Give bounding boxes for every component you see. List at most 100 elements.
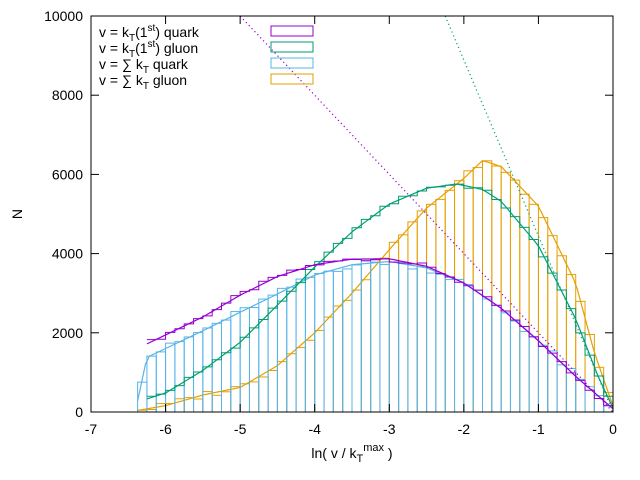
legend-swatch <box>270 73 314 85</box>
bar <box>239 307 250 413</box>
bar <box>379 257 390 413</box>
bar <box>463 283 474 413</box>
bar <box>360 279 372 413</box>
x-tick-label: -6 <box>159 421 172 437</box>
bar <box>388 241 400 413</box>
x-tick-label: -1 <box>532 421 545 437</box>
bar <box>537 344 549 413</box>
y-axis-title: N <box>9 209 25 219</box>
x-tick-label: -5 <box>234 421 247 437</box>
legend-label: v = ∑ kT gluon <box>99 72 187 92</box>
bar <box>276 361 288 413</box>
bar <box>482 298 493 413</box>
fit-curve <box>146 258 614 410</box>
y-tick-label: 4000 <box>52 246 83 262</box>
bar <box>370 261 381 413</box>
bar <box>407 221 418 413</box>
bar <box>547 350 558 413</box>
legend-label: v = kT(1st) gluon <box>99 39 198 60</box>
bar <box>276 287 288 413</box>
bar <box>314 273 325 413</box>
bar <box>407 268 418 413</box>
legend-label: v = kT(1st) quark <box>99 23 200 44</box>
x-tick-label: -2 <box>458 421 471 437</box>
bar <box>332 305 344 413</box>
bar <box>286 286 297 413</box>
y-tick-label: 2000 <box>52 325 83 341</box>
bar <box>547 235 558 413</box>
bar <box>248 307 260 413</box>
bar <box>556 255 567 413</box>
series-0 <box>146 258 614 410</box>
legend-swatch <box>270 25 314 37</box>
dotted-line <box>444 15 614 413</box>
bar <box>575 300 586 413</box>
bar <box>370 261 381 413</box>
bar <box>379 263 390 413</box>
bar <box>193 398 204 413</box>
y-tick-label: 0 <box>75 404 83 420</box>
x-axis-title: ln( v / kTmax ) <box>311 442 392 465</box>
bar <box>211 322 223 413</box>
bar <box>258 376 269 413</box>
bar <box>398 261 409 413</box>
bar <box>426 272 437 413</box>
series-3 <box>137 160 614 413</box>
bar <box>304 339 316 413</box>
series-1 <box>146 183 614 409</box>
bar <box>342 268 353 413</box>
x-tick-label: -7 <box>85 421 98 437</box>
bar <box>267 369 278 413</box>
bar <box>537 217 549 413</box>
bar <box>295 347 306 413</box>
bar <box>426 203 437 413</box>
x-tick-label: -3 <box>383 421 396 437</box>
bar <box>500 312 511 413</box>
bar <box>323 316 334 413</box>
bar <box>491 305 502 413</box>
y-tick-label: 6000 <box>52 166 83 182</box>
bar <box>351 289 362 413</box>
bar <box>323 270 334 413</box>
bar <box>332 270 344 413</box>
fit-curve <box>137 160 614 412</box>
bar <box>304 276 316 413</box>
fit-curve <box>146 183 614 409</box>
bar <box>239 383 250 413</box>
bar <box>248 381 260 413</box>
bar <box>444 189 456 413</box>
bar <box>221 391 232 413</box>
bar <box>416 265 428 413</box>
bar <box>454 278 465 413</box>
bar <box>155 351 167 413</box>
bar <box>556 364 567 413</box>
bar <box>472 289 483 413</box>
fit-curve <box>137 261 614 410</box>
y-tick-label: 10000 <box>44 8 83 24</box>
bar <box>388 261 400 413</box>
bar <box>221 319 232 413</box>
bar <box>146 355 157 413</box>
bar <box>575 378 586 413</box>
bar <box>211 394 223 413</box>
bar <box>230 386 241 413</box>
bar <box>416 210 428 413</box>
bar <box>454 180 465 413</box>
y-tick-label: 8000 <box>52 87 83 103</box>
x-tick-label: 0 <box>609 421 617 437</box>
bar <box>435 198 446 413</box>
legend-swatch <box>270 41 314 53</box>
bar <box>314 329 325 413</box>
bar <box>342 299 353 413</box>
bar <box>155 403 167 413</box>
bar <box>482 160 493 413</box>
bar <box>435 273 446 413</box>
plot-frame <box>90 15 614 413</box>
bar <box>509 320 521 413</box>
bar <box>286 353 297 413</box>
series-2 <box>137 260 614 413</box>
bar <box>463 170 474 413</box>
